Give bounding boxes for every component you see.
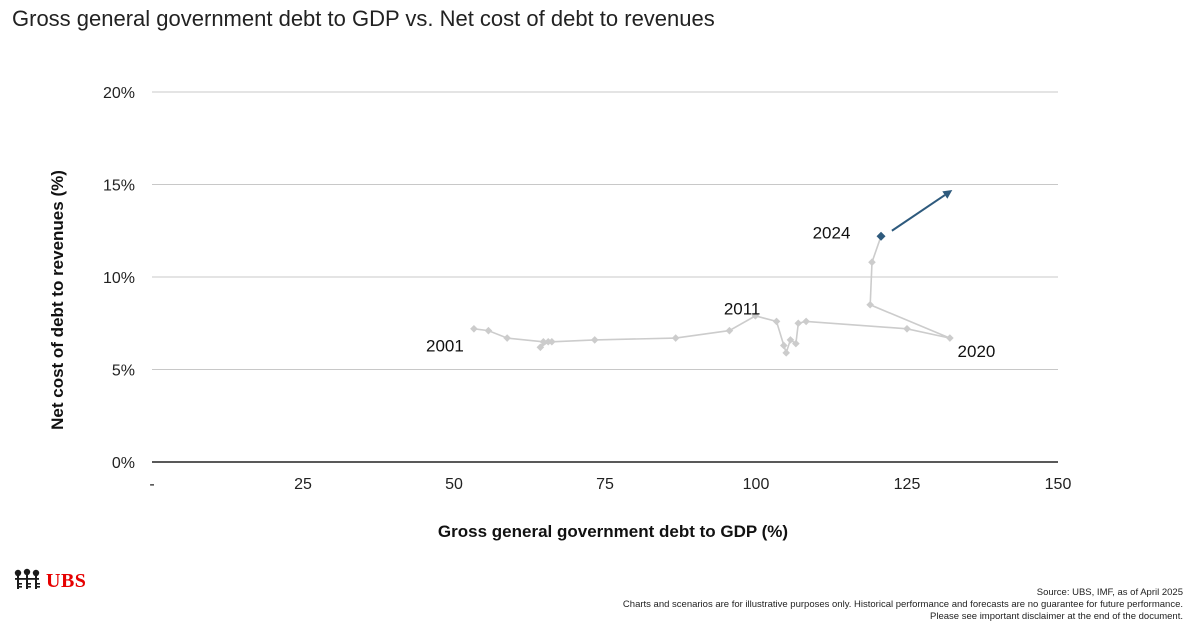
data-point (779, 341, 788, 350)
series-layer (470, 190, 954, 357)
y-axis-title: Net cost of debt to revenues (%) (48, 170, 67, 430)
year-annotation: 2020 (958, 342, 996, 361)
chart-title: Gross general government debt to GDP vs.… (12, 6, 715, 31)
series-line (473, 236, 951, 356)
data-point (792, 339, 800, 348)
data-point (903, 325, 911, 333)
year-annotation: 2001 (426, 336, 464, 355)
y-tick-label: 15% (103, 178, 135, 195)
data-point (503, 334, 511, 342)
trend-arrow-head (942, 190, 953, 199)
x-tick-label: 50 (445, 476, 463, 493)
y-tick-labels: 0% 5% 10% 15% 20% (103, 85, 135, 472)
data-point (539, 337, 548, 346)
data-point (671, 334, 680, 342)
y-tick-label: 20% (103, 85, 135, 102)
y-tick-label: 5% (112, 363, 135, 380)
y-tick-label: 0% (112, 455, 135, 472)
data-point (786, 336, 795, 344)
x-tick-label: 150 (1045, 476, 1072, 493)
x-tick-label: 25 (294, 476, 312, 493)
trend-arrow-line (891, 194, 946, 232)
data-point (782, 349, 790, 357)
data-point (725, 326, 734, 335)
year-annotation: 2011 (724, 299, 761, 318)
data-point (751, 312, 760, 320)
data-point (590, 336, 599, 344)
ubs-logo: UBS (12, 568, 86, 594)
x-axis-title: Gross general government debt to GDP (%) (438, 522, 788, 541)
source-note: Source: UBS, IMF, as of April 2025 (1036, 587, 1183, 598)
year-annotation: 2024 (813, 224, 851, 243)
x-tick-label: - (149, 476, 154, 493)
data-point (772, 317, 781, 326)
highlight-point-2024 (876, 231, 886, 241)
ubs-keys-icon (14, 568, 40, 589)
data-point (470, 325, 478, 333)
ubs-logo-text: UBS (46, 569, 87, 592)
data-point (548, 337, 556, 346)
disclaimer-line-1: Charts and scenarios are for illustrativ… (622, 599, 1183, 610)
gridlines (152, 91, 1058, 463)
y-tick-label: 10% (103, 270, 135, 287)
x-tick-label: 75 (596, 476, 614, 493)
data-point (868, 258, 876, 266)
footer: Source: UBS, IMF, as of April 2025 Chart… (623, 587, 1183, 623)
data-point (946, 334, 954, 342)
data-point (802, 317, 810, 326)
x-tick-label: 125 (894, 476, 921, 493)
data-point (484, 326, 493, 335)
data-point (866, 300, 874, 309)
data-point (794, 319, 803, 328)
x-tick-labels: - 25 50 75 100 125 150 (149, 476, 1071, 493)
annotations: 2001 2011 2020 2024 (426, 224, 995, 361)
x-tick-label: 100 (743, 476, 770, 493)
disclaimer-line-2: Please see important disclaimer at the e… (930, 611, 1183, 622)
data-point (536, 343, 545, 352)
